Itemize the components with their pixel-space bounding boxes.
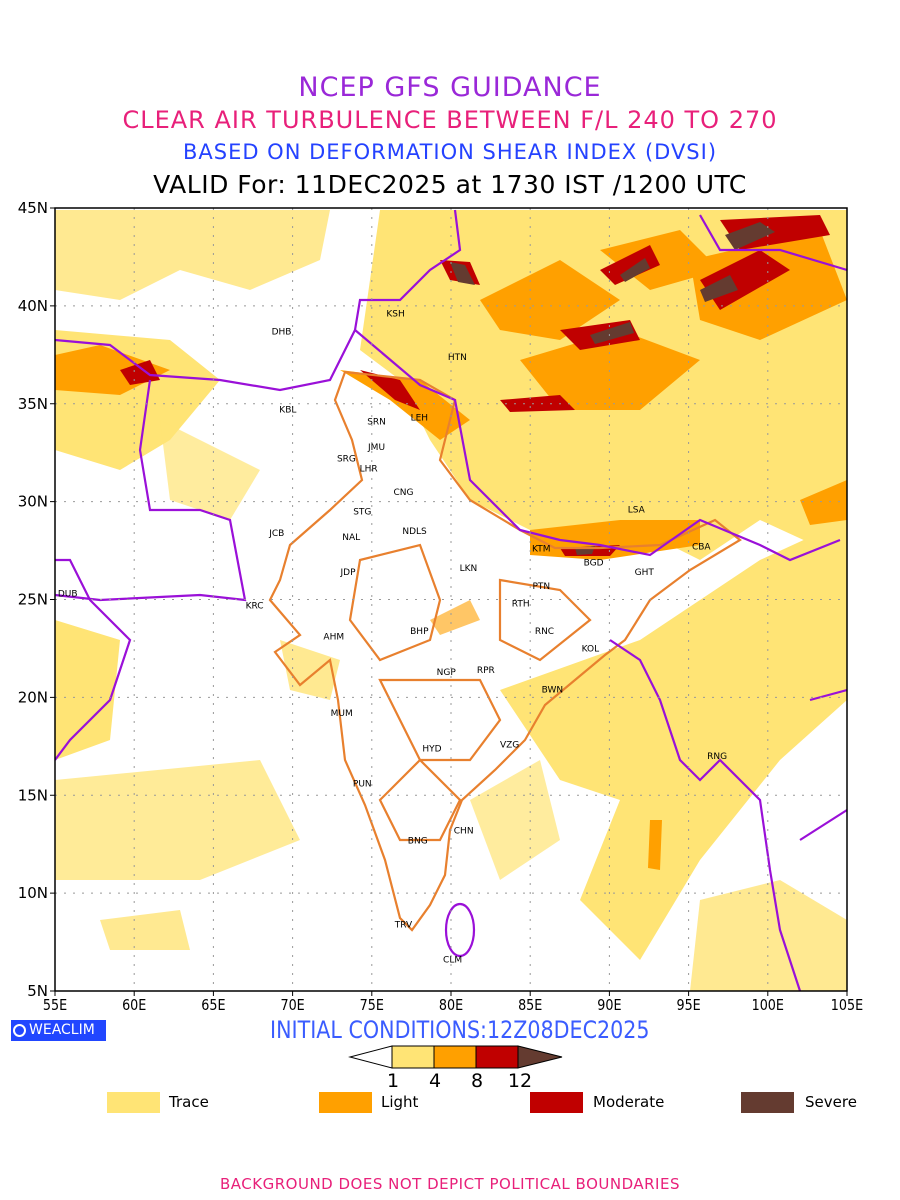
weaclim-logo: WEACLIM — [11, 1020, 106, 1041]
station-label-jmu: JMU — [367, 443, 385, 453]
disclaimer: BACKGROUND DOES NOT DEPICT POLITICAL BOU… — [220, 1175, 680, 1193]
station-label-leh: LEH — [411, 413, 428, 423]
lon-tick-label: 55E — [43, 997, 67, 1014]
station-label-bng: BNG — [408, 836, 428, 846]
colorbar-tick: 4 — [428, 1070, 442, 1092]
station-label-lsa: LSA — [628, 505, 646, 515]
station-label-trv: TRV — [394, 920, 413, 930]
lon-tick-label: 105E — [831, 997, 863, 1014]
station-label-srg: SRG — [337, 455, 356, 465]
station-label-bgd: BGD — [584, 558, 604, 568]
station-label-ktm: KTM — [532, 545, 550, 555]
station-label-lhr: LHR — [360, 464, 378, 474]
station-label-krc: KRC — [246, 601, 264, 611]
station-label-kbl: KBL — [279, 406, 296, 416]
station-label-jcb: JCB — [268, 529, 284, 539]
lon-tick-label: 70E — [280, 997, 304, 1014]
turbulence-shading — [55, 209, 847, 991]
station-label-bhp: BHP — [410, 627, 429, 637]
title-line-2: CLEAR AIR TURBULENCE BETWEEN F/L 240 TO … — [122, 106, 778, 134]
legend-label-light: Light — [381, 1093, 419, 1111]
lat-tick-label: 45N — [18, 199, 48, 217]
lon-tick-label: 75E — [360, 997, 384, 1014]
logo-icon — [13, 1024, 26, 1037]
colorbar-tick: 12 — [507, 1070, 533, 1092]
axis-ticks: 55E 60E 65E 70E 75E 80E 85E 90E 95E 100E 105E 5N 10N… — [18, 199, 863, 1014]
station-label-mum: MUM — [331, 709, 353, 719]
lat-tick-label: 5N — [27, 982, 48, 1000]
station-label-clm: CLM — [443, 956, 462, 966]
legend-swatch-light — [319, 1092, 372, 1113]
station-label-jdp: JDP — [340, 568, 357, 578]
lat-tick-label: 15N — [18, 786, 48, 804]
station-label-ndls: NDLS — [402, 527, 427, 537]
station-label-rpr: RPR — [477, 666, 495, 676]
colorbar-tick: 8 — [470, 1070, 484, 1092]
station-label-kol: KOL — [582, 644, 600, 654]
legend-label-moderate: Moderate — [593, 1093, 665, 1111]
station-label-nal: NAL — [342, 533, 360, 543]
station-label-pun: PUN — [353, 780, 372, 790]
station-label-ngp: NGP — [437, 668, 457, 678]
lon-tick-label: 80E — [439, 997, 463, 1014]
colorbar-severe — [517, 1045, 563, 1069]
lat-tick-label: 35N — [18, 395, 48, 413]
station-label-ght: GHT — [635, 568, 655, 578]
lat-tick-label: 20N — [18, 688, 48, 706]
station-label-lkn: LKN — [460, 564, 478, 574]
title-line-1: NCEP GFS GUIDANCE — [298, 72, 602, 103]
station-label-stg: STG — [353, 507, 371, 517]
light-areas — [55, 230, 847, 870]
station-label-cng: CNG — [393, 488, 413, 498]
legend-label-severe: Severe — [805, 1093, 857, 1111]
station-label-dub: DUB — [58, 590, 78, 600]
stations: DHB KSH HTN KBL SRN LEH JMU SRG LHR CNG STG JCB NAL N… — [58, 310, 727, 966]
title-line-3: BASED ON DEFORMATION SHEAR INDEX (DVSI) — [182, 140, 718, 164]
station-label-rnc: RNC — [535, 627, 554, 637]
colorbar — [348, 1045, 563, 1069]
station-label-rth: RTH — [512, 599, 530, 609]
lon-tick-label: 100E — [752, 997, 784, 1014]
station-label-cba: CBA — [692, 543, 711, 553]
station-label-rng: RNG — [707, 752, 727, 762]
station-label-ptn: PTN — [532, 582, 550, 592]
station-label-dhb: DHB — [272, 327, 292, 337]
boundaries — [55, 209, 847, 991]
severe-areas — [450, 222, 775, 555]
lat-tick-label: 30N — [18, 493, 48, 511]
station-label-bwn: BWN — [542, 686, 564, 696]
colorbar-tick: 1 — [386, 1070, 400, 1092]
lon-tick-label: 95E — [676, 997, 700, 1014]
lat-tick-label: 40N — [18, 297, 48, 315]
station-label-ksh: KSH — [386, 310, 404, 320]
colorbar-trace — [391, 1045, 435, 1069]
station-label-htn: HTN — [448, 353, 467, 363]
lon-tick-label: 85E — [518, 997, 542, 1014]
legend-label-trace: Trace — [169, 1093, 209, 1111]
lat-tick-label: 10N — [18, 884, 48, 902]
initial-conditions: INITIAL CONDITIONS:12Z08DEC2025 — [270, 1016, 650, 1044]
station-label-vzg: VZG — [500, 740, 519, 750]
colorbar-moderate — [475, 1045, 519, 1069]
station-label-srn: SRN — [367, 417, 386, 427]
logo-text: WEACLIM — [29, 1022, 95, 1038]
station-label-ahm: AHM — [323, 633, 344, 643]
station-label-chn: CHN — [454, 826, 474, 836]
lon-tick-label: 90E — [597, 997, 621, 1014]
valid-time: VALID For: 11DEC2025 at 1730 IST /1200 U… — [153, 170, 747, 199]
graticule — [55, 208, 847, 991]
legend-swatch-trace — [107, 1092, 160, 1113]
lon-tick-label: 60E — [122, 997, 146, 1014]
legend-swatch-severe — [741, 1092, 794, 1113]
colorbar-under — [348, 1045, 393, 1069]
legend-swatch-moderate — [530, 1092, 583, 1113]
lat-tick-label: 25N — [18, 591, 48, 609]
colorbar-light — [433, 1045, 477, 1069]
lon-tick-label: 65E — [201, 997, 225, 1014]
station-label-hyd: HYD — [422, 744, 441, 754]
